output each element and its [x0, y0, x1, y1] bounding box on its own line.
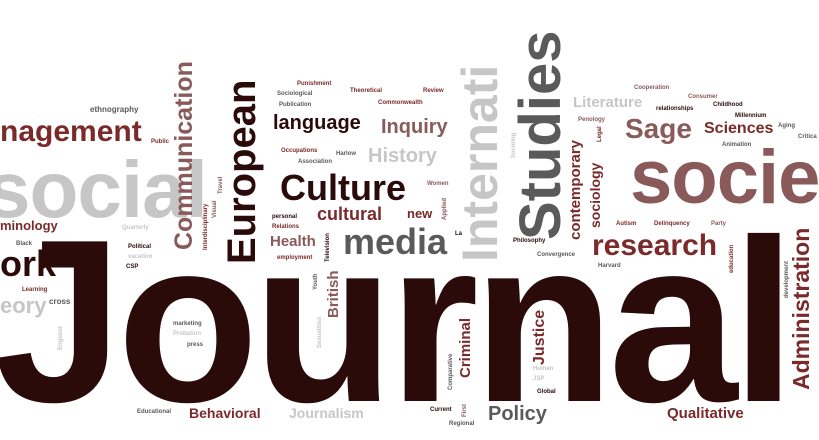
word-occupations: Occupations — [281, 148, 318, 154]
word-ethnography: ethnography — [90, 105, 139, 114]
word-television: Television — [325, 233, 331, 262]
word-communication: Communication — [170, 61, 198, 250]
word-sexualities: Sexualities — [317, 316, 323, 348]
word-england: England — [58, 326, 64, 350]
word-qualitative: Qualitative — [667, 405, 744, 422]
word-quarterly: Quarterly — [122, 225, 149, 231]
word-new: new — [407, 206, 433, 221]
word-social: social — [0, 145, 208, 234]
word-review: Review — [423, 88, 444, 94]
word-justice: Justice — [531, 309, 548, 365]
word-society: socie — [630, 135, 819, 220]
word-theory: eory — [0, 293, 47, 318]
word-harvard: Harvard — [598, 263, 621, 269]
word-cooperation: Cooperation — [634, 85, 670, 91]
word-development: development — [784, 260, 790, 298]
word-vacation: vacation — [128, 254, 153, 260]
word-travel: Travel — [218, 176, 224, 194]
word-sciences: Sciences — [704, 120, 774, 137]
word-learning: Learning — [22, 287, 48, 293]
word-criminal: Criminal — [457, 317, 474, 378]
word-sociolog-small: Sociolog — [511, 132, 517, 158]
word-association: Association — [298, 159, 333, 165]
word-work: ork — [0, 243, 57, 284]
word-theoretical: Theoretical — [350, 88, 383, 94]
word-autism: Autism — [616, 221, 637, 227]
word-political: Political — [128, 244, 152, 250]
word-global: Global — [537, 389, 556, 395]
word-childhood: Childhood — [713, 102, 743, 108]
word-research: research — [592, 229, 718, 262]
word-personal: personal — [272, 214, 298, 220]
word-education: education — [729, 244, 735, 273]
word-contemporary: contemporary — [567, 139, 584, 240]
word-sociological: Sociological — [277, 91, 313, 97]
word-media: media — [343, 221, 448, 262]
word-journal: Journal — [0, 192, 796, 440]
word-delinquency: Delinquency — [654, 221, 690, 227]
word-administration: Administration — [788, 227, 814, 390]
word-press: press — [187, 342, 204, 348]
word-journalism: Journalism — [289, 405, 364, 421]
word-cross: cross — [49, 297, 71, 306]
word-penology: Penology — [578, 117, 606, 123]
word-animation: Animation — [722, 142, 752, 148]
word-legal: Legal — [597, 126, 603, 142]
word-inquiry: Inquiry — [381, 116, 448, 138]
word-critical: Critica — [798, 134, 817, 140]
word-party: Party — [711, 221, 727, 227]
word-health: Health — [270, 233, 316, 250]
word-regional: Regional — [449, 421, 475, 427]
word-aging: Aging — [778, 123, 795, 129]
word-convergence: Convergence — [537, 252, 576, 258]
word-commonwealth: Commonwealth — [378, 100, 423, 106]
word-comparative: Comparative — [448, 353, 454, 390]
word-women: Women — [427, 181, 449, 187]
word-jsp: JSP — [533, 376, 545, 382]
word-first: First — [462, 403, 468, 417]
word-current: Current — [430, 407, 452, 413]
word-sociology: sociology — [587, 162, 603, 228]
word-public: Public — [151, 139, 170, 145]
word-harlow: Harlow — [336, 151, 357, 157]
word-publication: Publication — [279, 102, 312, 108]
word-probation: Probation — [173, 331, 201, 337]
word-literature: Literature — [573, 94, 643, 111]
word-international: Internati — [452, 64, 508, 262]
word-human: Human — [533, 366, 554, 372]
word-policy: Policy — [488, 403, 547, 425]
word-european: European — [220, 79, 264, 264]
word-consumer: Consumer — [688, 94, 718, 100]
word-culture: Culture — [280, 167, 406, 208]
word-youth: Youth — [313, 273, 319, 290]
word-millennium: Millennium — [735, 113, 767, 119]
word-management: nagement — [0, 115, 142, 148]
word-employment: employment — [277, 255, 313, 261]
word-british: British — [325, 270, 342, 318]
word-visual: Visual — [212, 200, 218, 218]
word-language: language — [273, 112, 361, 134]
word-csp: CSP — [126, 264, 139, 270]
word-la: La — [455, 231, 463, 237]
word-sage: Sage — [625, 113, 692, 144]
word-black: Black — [16, 241, 33, 247]
word-studies: Studies — [508, 30, 573, 241]
word-punishment: Punishment — [297, 81, 332, 87]
word-relationships: relationships — [656, 106, 694, 112]
word-behavioral: Behavioral — [189, 405, 261, 421]
word-interdisciplinary: Interdisciplinary — [203, 203, 209, 250]
word-history: History — [368, 145, 437, 167]
word-cultural: cultural — [317, 204, 383, 224]
word-relations: Relations — [272, 224, 300, 230]
word-applied: Applied — [442, 198, 448, 220]
word-marketing: marketing — [173, 321, 202, 327]
word-philosophy: Philosophy — [513, 238, 546, 244]
word-educational: Educational — [137, 409, 172, 415]
word-criminology: minology — [0, 218, 58, 233]
